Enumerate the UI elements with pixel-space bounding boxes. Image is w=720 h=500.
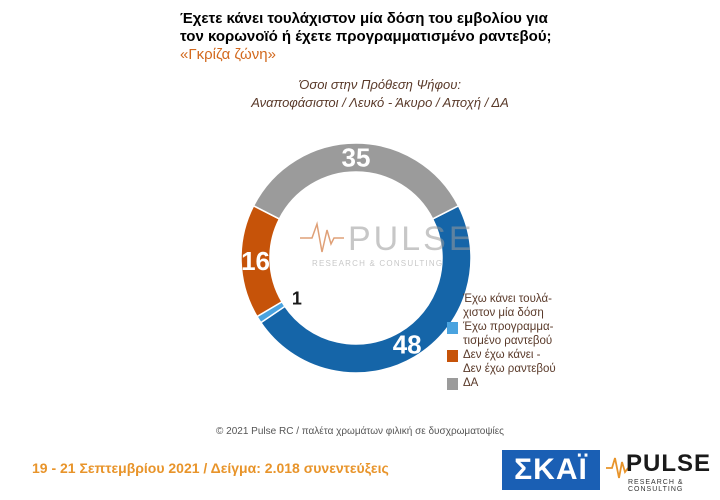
copyright-note: © 2021 Pulse RC / παλέτα χρωμάτων φιλική… xyxy=(216,426,504,437)
label-unvaccinated: 16 xyxy=(241,246,270,276)
label-appointment: 1 xyxy=(292,289,302,309)
pulse-logo-tagline: RESEARCH & CONSULTING xyxy=(628,479,684,493)
legend-label: Δεν έχω ραντεβού xyxy=(463,363,556,375)
legend-swatch-appointment xyxy=(447,322,458,334)
chart-title: Έχετε κάνει τουλάχιστον μία δόση του εμβ… xyxy=(180,10,600,64)
title-line-2: τον κορωνοϊό ή έχετε προγραμματισμένο ρα… xyxy=(180,28,552,45)
legend-label: Έχω κάνει τουλά- xyxy=(463,293,552,305)
donut-slices xyxy=(240,142,472,374)
title-accent: «Γκρίζα ζώνη» xyxy=(180,46,276,63)
legend-swatch-no-answer xyxy=(447,378,458,390)
watermark-brand: PULSE xyxy=(348,220,475,258)
watermark-tagline: RESEARCH & CONSULTING xyxy=(312,259,443,268)
donut-chart: PULSE RESEARCH & CONSULTING 48 1 16 35 xyxy=(240,142,475,374)
slice-labels: 48 1 16 35 xyxy=(241,143,422,360)
legend-label: Έχω προγραμμα- xyxy=(463,321,554,333)
pulse-wave-icon xyxy=(606,457,628,479)
subtitle-line-2: Αναποφάσιστοι / Λευκό - Άκυρο / Αποχή / … xyxy=(251,95,509,110)
legend-swatch-vaccinated xyxy=(447,294,458,306)
pulse-watermark: PULSE RESEARCH & CONSULTING xyxy=(300,220,475,268)
label-vaccinated: 48 xyxy=(393,330,422,360)
legend-label: ΔΑ xyxy=(463,377,479,389)
legend-swatch-unvaccinated xyxy=(447,350,458,362)
legend-label: χιστον μία δόση xyxy=(463,307,544,319)
slice-vaccinated xyxy=(259,204,472,374)
pulse-logo: PULSE RESEARCH & CONSULTING xyxy=(606,450,716,493)
slice-no-answer xyxy=(252,142,460,220)
subtitle-line-1: Όσοι στην Πρόθεση Ψήφου: xyxy=(299,77,461,92)
legend-label: τισμένο ραντεβού xyxy=(463,335,553,347)
survey-date-sample: 19 - 21 Σεπτεμβρίου 2021 / Δείγμα: 2.018… xyxy=(32,460,389,476)
title-line-1: Έχετε κάνει τουλάχιστον μία δόση του εμβ… xyxy=(180,10,548,27)
skai-logo: ΣΚΑΪ xyxy=(502,450,600,490)
chart-subtitle: Όσοι στην Πρόθεση Ψήφου: Αναποφάσιστοι /… xyxy=(180,76,580,112)
legend-label: Δεν έχω κάνει - xyxy=(463,349,541,361)
pulse-wave-icon xyxy=(300,221,344,253)
pulse-logo-word: PULSE xyxy=(626,450,712,477)
skai-logo-text: ΣΚΑΪ xyxy=(514,453,588,486)
label-no-answer: 35 xyxy=(342,143,371,173)
